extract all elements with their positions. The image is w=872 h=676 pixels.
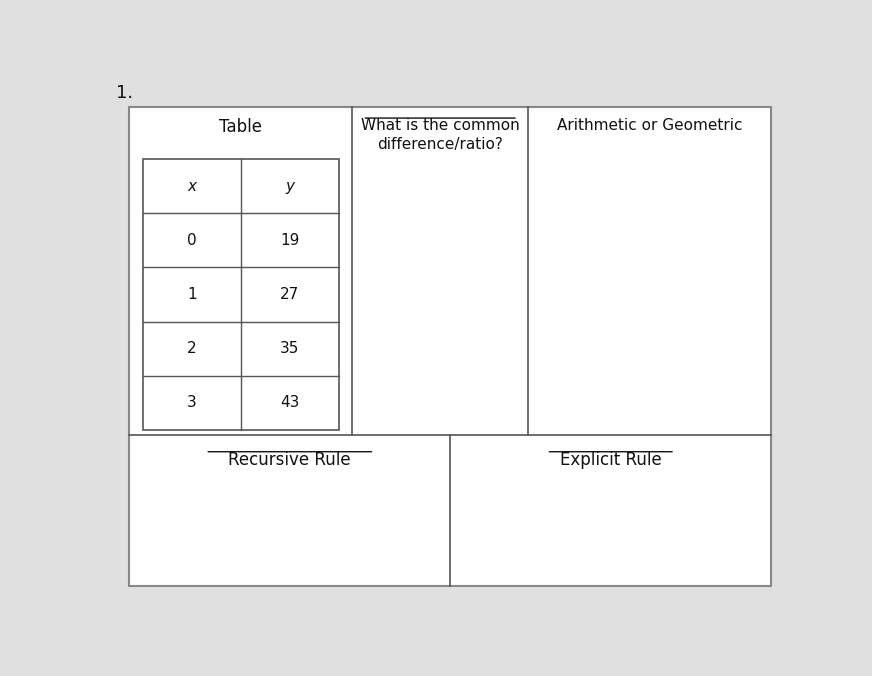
Text: 27: 27 bbox=[280, 287, 299, 302]
Text: 2: 2 bbox=[187, 341, 196, 356]
Text: x: x bbox=[187, 178, 196, 194]
Text: 35: 35 bbox=[280, 341, 299, 356]
Text: 1: 1 bbox=[187, 287, 196, 302]
Text: Arithmetic or Geometric: Arithmetic or Geometric bbox=[557, 118, 742, 132]
Text: 43: 43 bbox=[280, 395, 299, 410]
Text: 19: 19 bbox=[280, 233, 299, 248]
Text: Recursive Rule: Recursive Rule bbox=[228, 451, 351, 468]
Text: What is the common
difference/ratio?: What is the common difference/ratio? bbox=[361, 118, 520, 152]
Text: Table: Table bbox=[219, 118, 262, 136]
Text: 1.: 1. bbox=[116, 84, 133, 102]
Text: Explicit Rule: Explicit Rule bbox=[560, 451, 662, 468]
Text: 3: 3 bbox=[187, 395, 197, 410]
Text: 0: 0 bbox=[187, 233, 196, 248]
Bar bbox=[143, 160, 338, 430]
Text: y: y bbox=[285, 178, 294, 194]
